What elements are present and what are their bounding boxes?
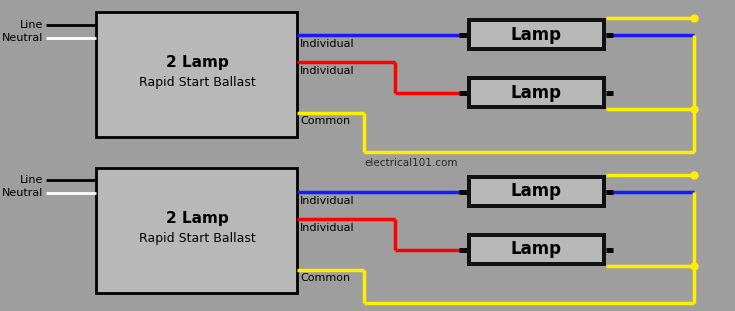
Text: Individual: Individual <box>301 39 355 49</box>
Text: Rapid Start Ballast: Rapid Start Ballast <box>139 232 255 245</box>
Text: Neutral: Neutral <box>2 33 44 43</box>
Text: Common: Common <box>301 273 351 283</box>
Text: Line: Line <box>21 175 44 185</box>
Text: 2 Lamp: 2 Lamp <box>165 211 229 226</box>
Text: Lamp: Lamp <box>511 26 562 44</box>
Text: Lamp: Lamp <box>511 83 562 101</box>
Text: Common: Common <box>301 116 351 126</box>
Bar <box>470 237 602 262</box>
Text: Lamp: Lamp <box>511 183 562 201</box>
Bar <box>467 18 606 51</box>
Text: 2 Lamp: 2 Lamp <box>165 55 229 70</box>
Bar <box>467 76 606 109</box>
Bar <box>470 179 602 204</box>
Text: Individual: Individual <box>301 66 355 76</box>
Text: Lamp: Lamp <box>511 240 562 258</box>
Bar <box>96 168 298 293</box>
Text: Individual: Individual <box>301 196 355 206</box>
Bar <box>467 233 606 266</box>
Text: Neutral: Neutral <box>2 188 44 198</box>
Bar <box>467 175 606 208</box>
Text: Rapid Start Ballast: Rapid Start Ballast <box>139 76 255 89</box>
Bar <box>470 22 602 47</box>
Text: Individual: Individual <box>301 223 355 233</box>
Text: Line: Line <box>21 20 44 30</box>
Text: electrical101.com: electrical101.com <box>365 158 458 168</box>
Bar <box>470 80 602 105</box>
Bar <box>96 12 298 137</box>
